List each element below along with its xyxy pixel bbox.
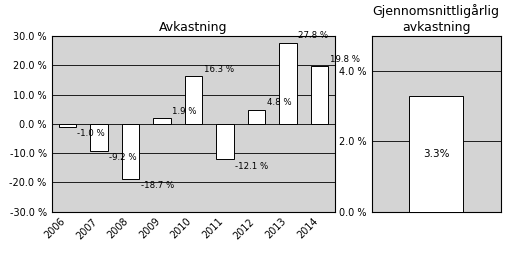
Text: 4.8 %: 4.8 %: [267, 99, 292, 108]
Title: Gjennomsnittligårlig
avkastning: Gjennomsnittligårlig avkastning: [373, 4, 499, 34]
Text: -1.0 %: -1.0 %: [77, 129, 105, 138]
Bar: [409, 96, 463, 212]
Bar: [280, 43, 297, 124]
Bar: [153, 118, 171, 124]
Bar: [59, 124, 76, 127]
Text: 27.8 %: 27.8 %: [298, 31, 328, 40]
Text: 19.8 %: 19.8 %: [330, 55, 360, 64]
Text: -9.2 %: -9.2 %: [109, 153, 137, 162]
Bar: [122, 124, 139, 179]
Title: Avkastning: Avkastning: [159, 21, 228, 34]
Text: 3.3%: 3.3%: [423, 149, 449, 159]
Bar: [185, 76, 202, 124]
Bar: [311, 66, 328, 124]
Text: 16.3 %: 16.3 %: [204, 65, 234, 74]
Bar: [90, 124, 107, 151]
Text: -12.1 %: -12.1 %: [235, 162, 268, 171]
Text: -18.7 %: -18.7 %: [140, 181, 174, 190]
Text: 1.9 %: 1.9 %: [172, 107, 197, 116]
Bar: [216, 124, 234, 159]
Bar: [248, 110, 265, 124]
